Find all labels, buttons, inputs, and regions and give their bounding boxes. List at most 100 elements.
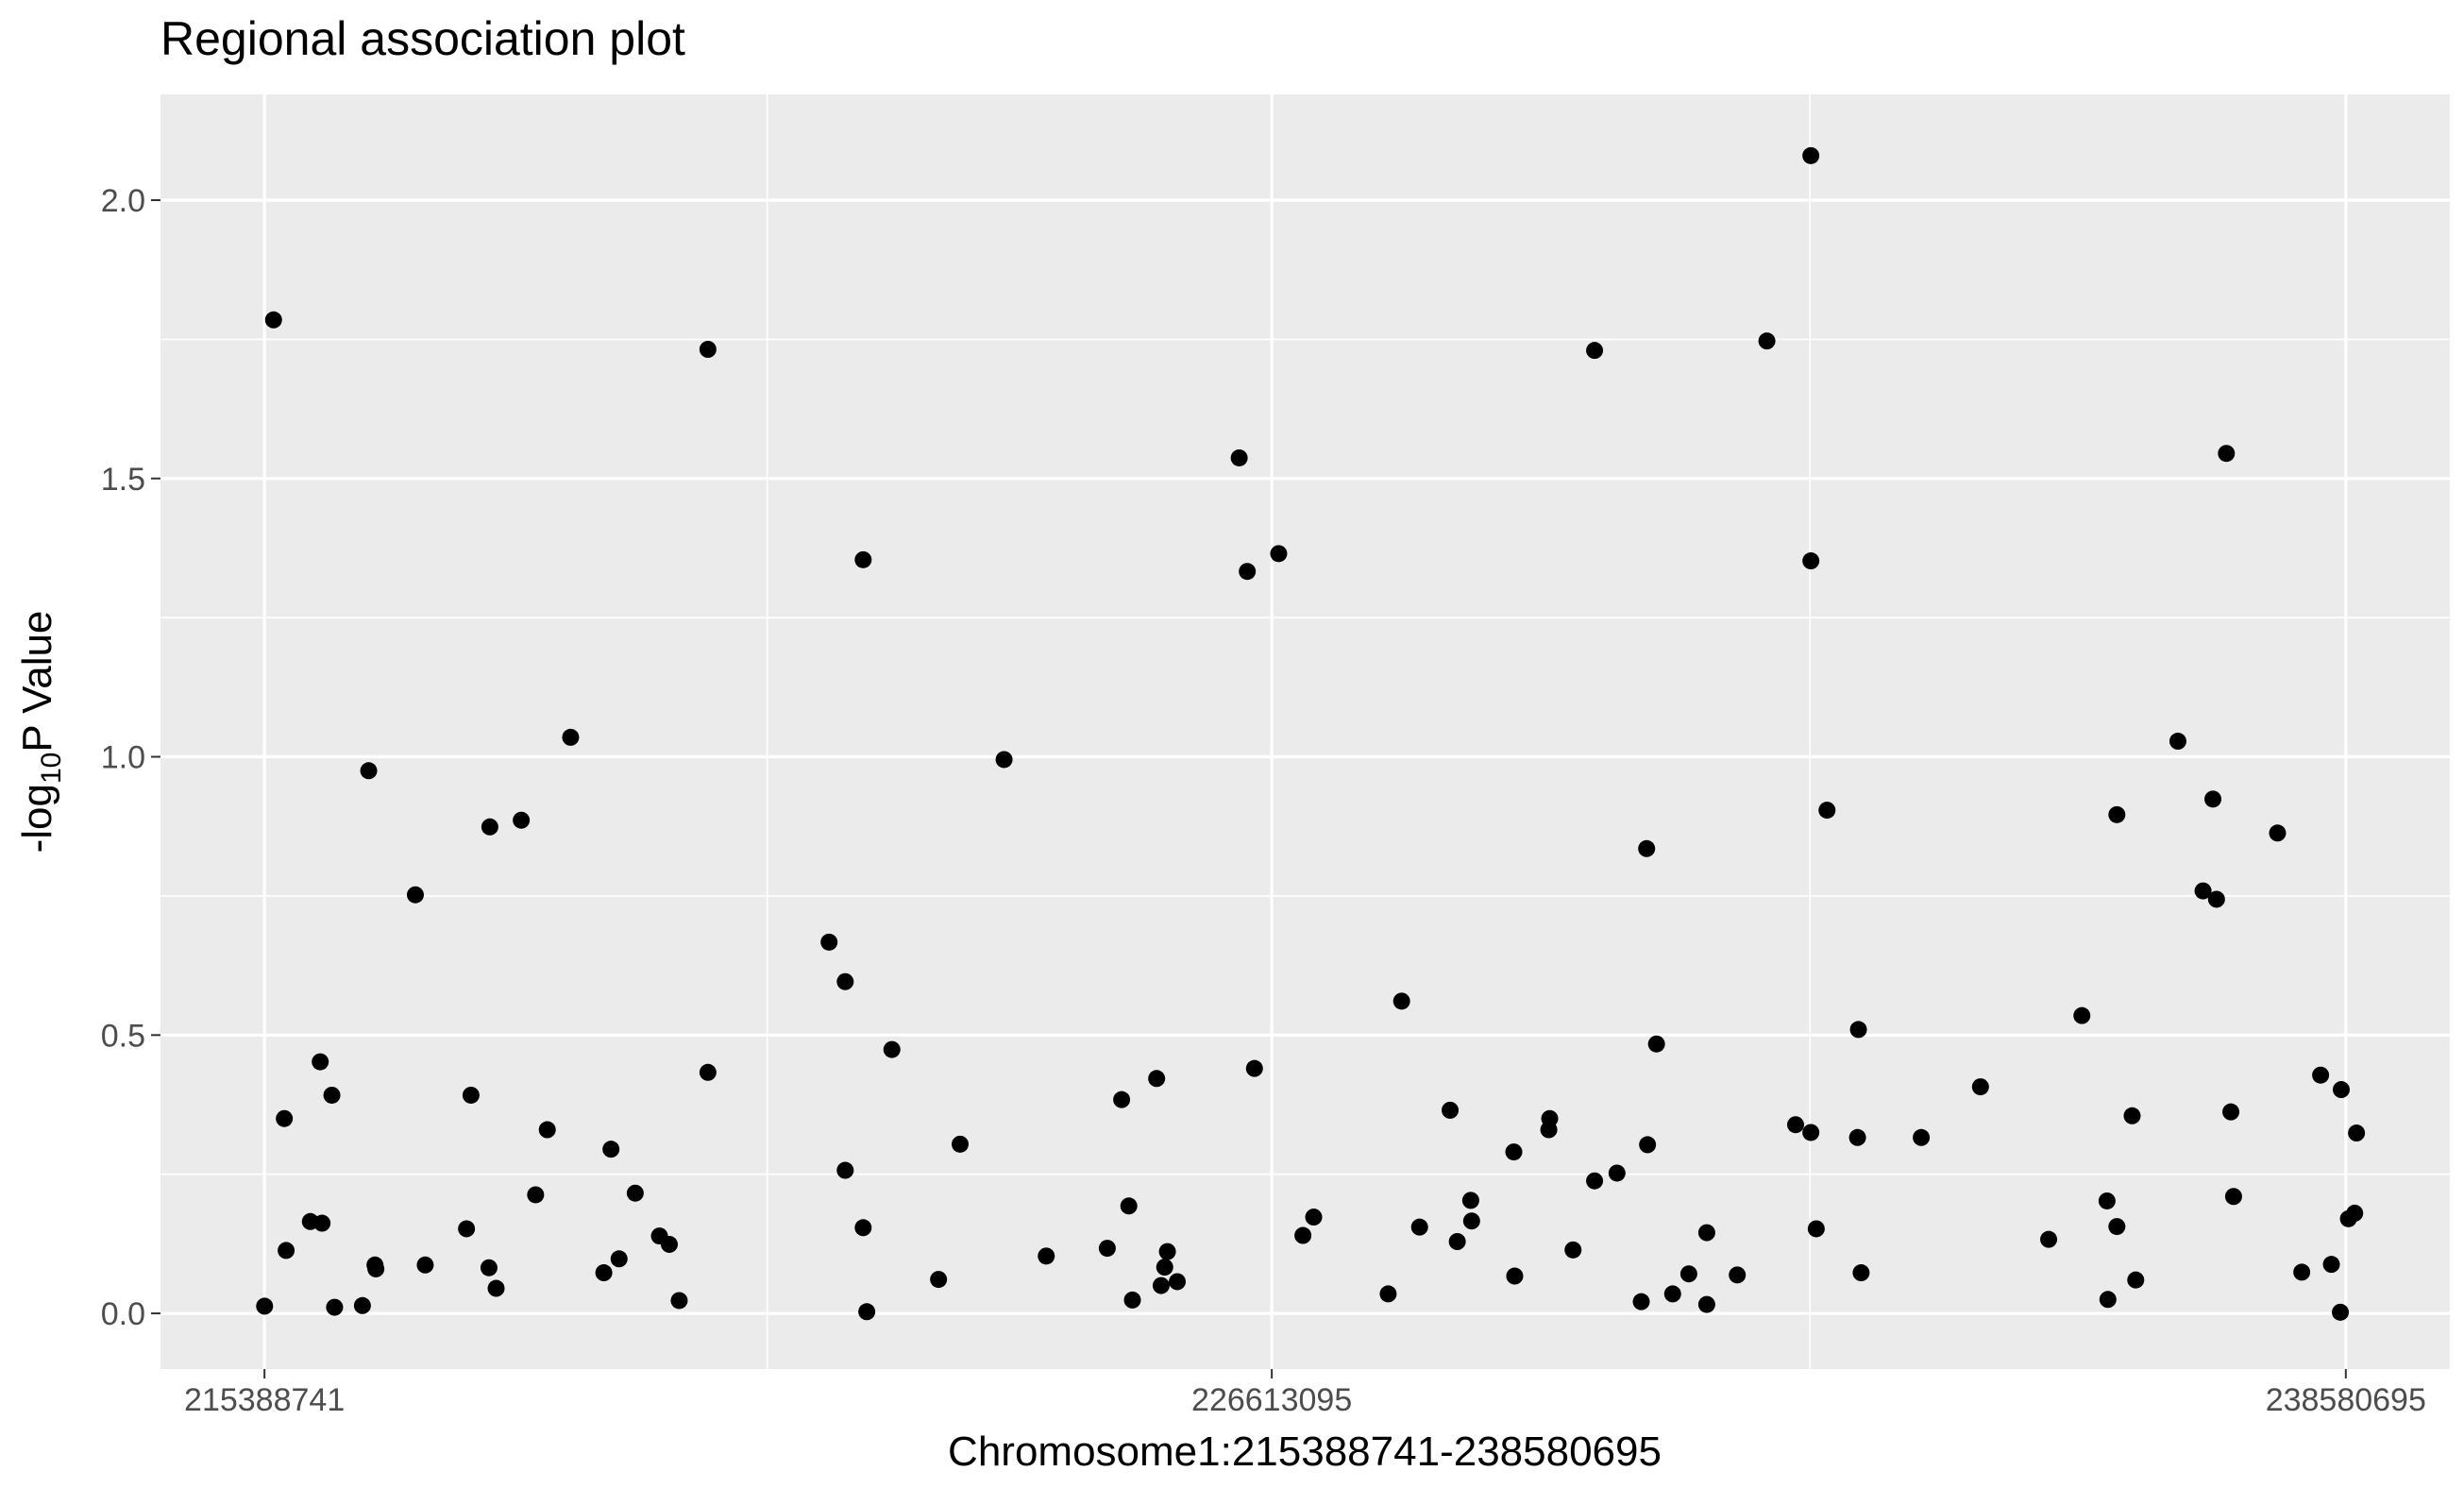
data-point [481,818,498,836]
data-point [2332,1081,2350,1099]
data-point [1564,1241,1582,1259]
data-point [1638,839,1656,857]
data-point [406,886,424,904]
data-point [595,1264,613,1282]
minor-gridlines [160,94,2450,1369]
data-point [1098,1240,1116,1258]
data-point [1442,1101,1460,1119]
data-point [538,1121,556,1139]
data-point [951,1135,969,1153]
data-point [527,1186,545,1204]
data-point [276,1109,294,1127]
data-point [1729,1266,1747,1284]
data-point [1807,1220,1825,1238]
data-point [1541,1109,1559,1127]
plot-panel [160,94,2450,1369]
data-point [602,1141,620,1158]
chart-title: Regional association plot [160,12,685,65]
y-axis-title-subscript: 10 [36,752,67,784]
data-point [883,1040,901,1058]
data-point [2169,733,2186,751]
data-point [1152,1277,1170,1294]
major-gridlines [160,94,2450,1369]
data-point [2204,790,2222,808]
data-point [836,1161,854,1179]
data-point [1913,1128,1931,1146]
data-point [2224,1188,2242,1206]
data-point [353,1296,371,1314]
data-points [256,146,2366,1321]
data-point [858,1303,876,1321]
data-point [660,1235,678,1253]
data-point [610,1250,628,1268]
y-tick-label: 0.5 [101,1018,145,1054]
data-point [854,1219,872,1237]
data-point [670,1292,688,1310]
x-axis: 215388741 226613095 238580695 [184,1369,2426,1418]
y-tick-label: 1.5 [101,462,145,498]
data-point [930,1271,948,1289]
data-point [416,1256,434,1274]
x-tick-label: 226613095 [1191,1382,1352,1418]
data-point [1802,1124,1820,1141]
y-axis-title-main: -log [14,784,60,853]
data-point [1230,448,1248,466]
data-point [1802,552,1820,570]
data-point [480,1259,498,1277]
data-point [1679,1265,1697,1283]
data-point [313,1214,331,1232]
x-axis-title: Chromosome1:215388741-238580695 [948,1429,1662,1475]
data-point [2207,890,2225,908]
data-point [1663,1285,1681,1303]
data-point [1849,1021,1867,1039]
data-point [1697,1295,1715,1313]
data-point [2123,1107,2141,1124]
data-point [513,811,531,829]
data-point [1971,1078,1989,1096]
data-point [2293,1263,2311,1281]
data-point [1305,1209,1323,1226]
data-point [1818,802,1836,820]
data-point [2222,1103,2240,1121]
data-point [1505,1143,1523,1161]
data-point [1120,1197,1138,1215]
data-point [1294,1226,1312,1244]
data-point [1379,1285,1397,1303]
data-point [699,341,717,358]
data-point [1632,1293,1650,1310]
data-point [1169,1273,1187,1291]
data-point [487,1279,505,1297]
y-tick-label: 2.0 [101,183,145,219]
data-point [1410,1218,1428,1236]
data-point [1639,1136,1657,1154]
data-point [1038,1247,1055,1265]
data-point [2346,1204,2364,1222]
data-point [462,1086,480,1104]
data-point [278,1242,295,1260]
data-point [367,1260,385,1277]
data-point [1586,342,1604,360]
data-point [256,1297,274,1315]
data-point [1608,1164,1626,1182]
data-point [1392,992,1410,1010]
data-point [1852,1264,1870,1282]
data-point [1586,1172,1604,1190]
data-point [1448,1233,1466,1250]
data-point [323,1086,341,1104]
data-point [1787,1116,1805,1134]
y-tick-label: 1.0 [101,740,145,776]
data-point [1245,1059,1263,1077]
data-point [1148,1070,1166,1088]
data-point [2073,1006,2091,1024]
data-point [1848,1128,1866,1146]
data-point [2322,1256,2340,1274]
data-point [2108,805,2126,823]
data-point [2127,1271,2145,1289]
data-point [1462,1212,1480,1230]
data-point [2194,882,2212,900]
data-point [1239,563,1257,581]
data-point [458,1220,476,1238]
data-point [2348,1124,2366,1142]
data-point [1461,1192,1479,1209]
